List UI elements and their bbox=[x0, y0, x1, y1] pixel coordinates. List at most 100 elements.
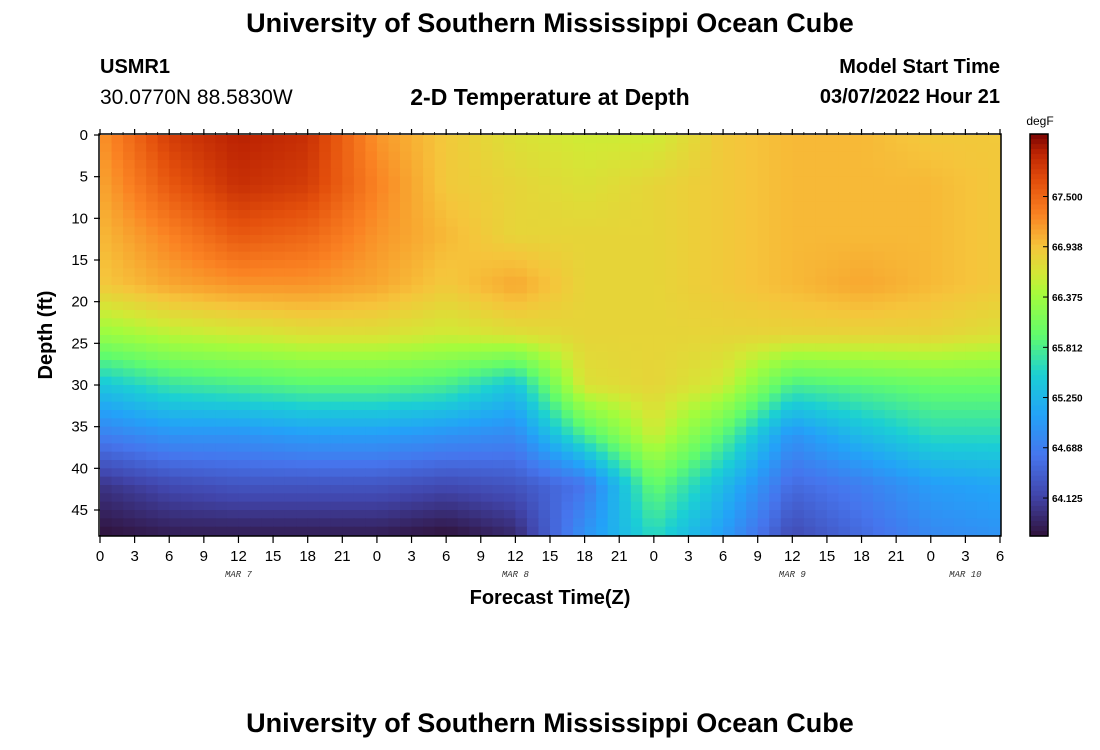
heatmap-cell bbox=[700, 493, 713, 503]
heatmap-cell bbox=[469, 368, 482, 378]
heatmap-cell bbox=[146, 235, 159, 244]
heatmap-cell bbox=[780, 151, 793, 161]
heatmap-cell bbox=[434, 368, 447, 378]
heatmap-cell bbox=[134, 410, 147, 419]
heatmap-cell bbox=[896, 418, 909, 428]
heatmap-cell bbox=[815, 243, 828, 253]
heatmap-cell bbox=[411, 218, 424, 228]
heatmap-cell bbox=[792, 268, 805, 278]
heatmap-cell bbox=[296, 326, 309, 336]
heatmap-cell bbox=[469, 435, 482, 444]
heatmap-cell bbox=[319, 218, 332, 228]
heatmap-cell bbox=[111, 476, 124, 486]
heatmap-cell bbox=[169, 168, 182, 178]
heatmap-cell bbox=[353, 476, 366, 486]
heatmap-cell bbox=[203, 443, 216, 453]
heatmap-cell bbox=[526, 168, 540, 178]
heatmap-cell bbox=[642, 168, 655, 178]
heatmap-cell bbox=[134, 518, 147, 528]
heatmap-cell bbox=[746, 318, 759, 328]
heatmap-cell bbox=[780, 493, 793, 503]
heatmap-cell bbox=[123, 226, 136, 236]
heatmap-cell bbox=[146, 168, 159, 178]
heatmap-cell bbox=[492, 310, 505, 319]
heatmap-cell bbox=[376, 526, 390, 536]
heatmap-cell bbox=[780, 501, 793, 511]
heatmap-cell bbox=[457, 201, 470, 211]
heatmap-cell bbox=[353, 251, 366, 261]
heatmap-cell bbox=[330, 460, 343, 469]
heatmap-cell bbox=[746, 301, 759, 311]
heatmap-cell bbox=[688, 168, 701, 178]
heatmap-cell bbox=[780, 401, 793, 411]
heatmap-cell bbox=[203, 160, 216, 169]
heatmap-cell bbox=[550, 443, 563, 453]
heatmap-cell bbox=[873, 235, 886, 244]
heatmap-cell bbox=[480, 235, 493, 244]
heatmap-cell bbox=[134, 285, 147, 294]
heatmap-cell bbox=[169, 376, 182, 386]
heatmap-cell bbox=[930, 160, 943, 169]
heatmap-cell bbox=[746, 310, 759, 319]
heatmap-cell bbox=[446, 201, 459, 211]
heatmap-cell bbox=[423, 443, 436, 453]
heatmap-cell bbox=[100, 493, 113, 503]
heatmap-cell bbox=[146, 510, 159, 519]
heatmap-cell bbox=[169, 285, 182, 294]
heatmap-cell bbox=[769, 376, 782, 386]
heatmap-cell bbox=[157, 326, 170, 336]
heatmap-cell bbox=[711, 176, 724, 186]
heatmap-cell bbox=[146, 518, 159, 528]
heatmap-cell bbox=[342, 501, 355, 511]
heatmap-cell bbox=[792, 368, 805, 378]
heatmap-cell bbox=[850, 251, 863, 261]
heatmap-cell bbox=[942, 493, 955, 503]
heatmap-cell bbox=[319, 201, 332, 211]
heatmap-cell bbox=[169, 468, 182, 478]
heatmap-cell bbox=[503, 435, 516, 444]
heatmap-cell bbox=[250, 151, 263, 161]
heatmap-cell bbox=[711, 326, 724, 336]
heatmap-cell bbox=[203, 143, 216, 153]
heatmap-cell bbox=[619, 510, 632, 519]
heatmap-cell bbox=[884, 418, 897, 428]
colorbar-segment bbox=[1030, 355, 1048, 361]
heatmap-cell bbox=[526, 418, 540, 428]
heatmap-cell bbox=[653, 451, 666, 461]
heatmap-cell bbox=[307, 460, 320, 469]
heatmap-cell bbox=[526, 301, 540, 311]
heatmap-cell bbox=[688, 293, 701, 303]
heatmap-cell bbox=[434, 168, 447, 178]
heatmap-cell bbox=[376, 301, 390, 311]
heatmap-cell bbox=[503, 143, 516, 153]
heatmap-cell bbox=[665, 343, 678, 353]
heatmap-cell bbox=[803, 385, 816, 394]
heatmap-cell bbox=[157, 410, 170, 419]
heatmap-cell bbox=[988, 260, 1001, 269]
heatmap-cell bbox=[180, 476, 193, 486]
heatmap-cell bbox=[226, 176, 240, 186]
heatmap-cell bbox=[180, 260, 193, 269]
heatmap-cell bbox=[619, 160, 632, 169]
heatmap-cell bbox=[180, 501, 193, 511]
heatmap-cell bbox=[123, 393, 136, 403]
heatmap-cell bbox=[550, 301, 563, 311]
heatmap-cell bbox=[815, 460, 828, 469]
heatmap-cell bbox=[123, 360, 136, 369]
heatmap-cell bbox=[353, 160, 366, 169]
heatmap-cell bbox=[446, 460, 459, 469]
heatmap-cell bbox=[861, 501, 874, 511]
heatmap-cell bbox=[538, 526, 551, 536]
heatmap-cell bbox=[884, 160, 897, 169]
heatmap-cell bbox=[746, 376, 759, 386]
heatmap-cell bbox=[284, 210, 297, 219]
heatmap-cell bbox=[861, 518, 874, 528]
heatmap-cell bbox=[584, 135, 597, 144]
heatmap-cell bbox=[261, 151, 274, 161]
heatmap-cell bbox=[192, 260, 205, 269]
heatmap-cell bbox=[146, 426, 159, 436]
heatmap-cell bbox=[434, 493, 447, 503]
heatmap-cell bbox=[376, 285, 390, 294]
heatmap-cell bbox=[388, 301, 401, 311]
heatmap-cell bbox=[965, 443, 978, 453]
